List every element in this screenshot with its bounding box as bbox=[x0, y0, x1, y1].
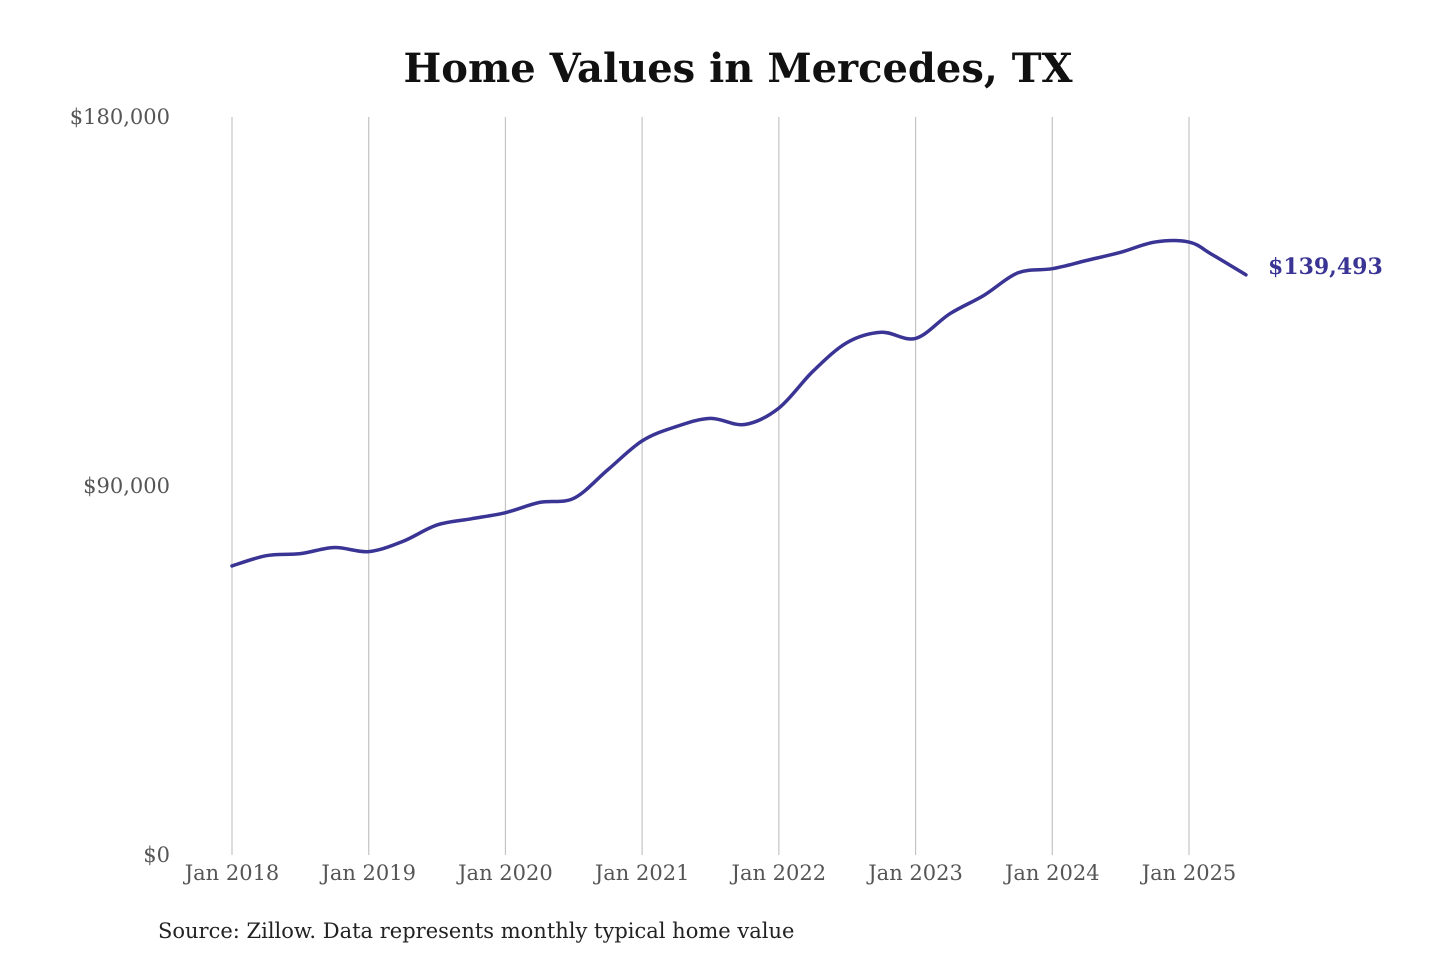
y-tick-label: $0 bbox=[143, 843, 170, 867]
x-axis-tick-labels: Jan 2018 Jan 2019 Jan 2020 Jan 2021 Jan 2022… bbox=[183, 861, 1237, 885]
series-line bbox=[230, 238, 1248, 568]
x-tick-label: Jan 2023 bbox=[866, 861, 963, 885]
chart-title: Home Values in Mercedes, TX bbox=[403, 45, 1072, 92]
x-tick-label: Jan 2024 bbox=[1003, 861, 1100, 885]
series-layer: $139,493 bbox=[230, 238, 1383, 568]
source-note: Source: Zillow. Data represents monthly … bbox=[158, 919, 794, 943]
vertical-gridlines bbox=[231, 117, 1190, 855]
x-tick-label: Jan 2022 bbox=[730, 861, 827, 885]
y-tick-label: $180,000 bbox=[70, 105, 170, 129]
y-tick-label: $90,000 bbox=[83, 474, 170, 498]
y-axis-tick-labels: $0 $90,000 $180,000 bbox=[70, 105, 170, 867]
x-tick-label: Jan 2021 bbox=[593, 861, 690, 885]
end-value-label: $139,493 bbox=[1268, 254, 1383, 280]
x-tick-label: Jan 2019 bbox=[319, 861, 416, 885]
x-tick-label: Jan 2020 bbox=[456, 861, 553, 885]
x-tick-label: Jan 2025 bbox=[1140, 861, 1237, 885]
x-tick-label: Jan 2018 bbox=[183, 861, 280, 885]
